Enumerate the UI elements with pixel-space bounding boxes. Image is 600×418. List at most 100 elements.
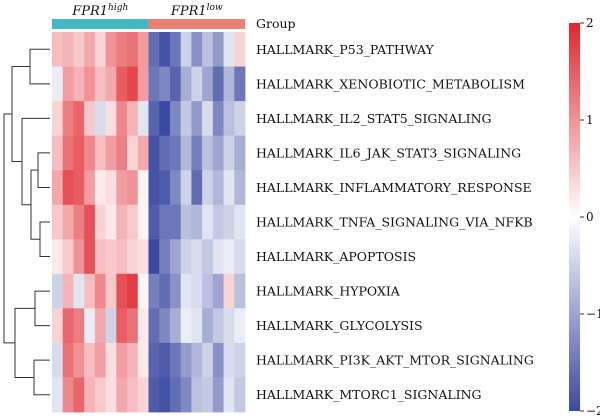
heatmap-cell-r1-c14	[202, 66, 214, 102]
heatmap-cell-r3-c2	[73, 135, 85, 171]
heatmap-cell-r10-c4	[94, 377, 107, 413]
heatmap-cell-r3-c5	[105, 135, 117, 171]
heatmap-cell-r0-c3	[84, 32, 96, 67]
heatmap-cell-r2-c11	[169, 101, 182, 137]
heatmap-cell-r0-c0	[52, 32, 64, 67]
heatmap-cell-r4-c5	[105, 170, 117, 206]
heatmap-cell-r7-c13	[191, 273, 203, 309]
heatmap-cell-r7-c8	[137, 273, 149, 309]
heatmap-cell-r4-c8	[137, 170, 149, 206]
heatmap-cell-r9-c3	[84, 342, 96, 378]
heatmap-cell-r6-c5	[105, 239, 117, 275]
heatmap-cell-r9-c6	[116, 342, 128, 378]
heatmap-cell-r9-c16	[223, 342, 235, 378]
heatmap-cell-r4-c0	[52, 170, 64, 206]
heatmap-cell-r9-c12	[180, 342, 192, 378]
heatmap-cell-r4-c13	[191, 170, 203, 206]
row-label-0: HALLMARK_P53_PATHWAY	[256, 42, 435, 57]
heatmap-cell-r9-c1	[62, 342, 74, 378]
heatmap-cell-r2-c8	[137, 101, 149, 137]
heatmap-cell-r5-c10	[159, 204, 171, 240]
heatmap-cell-r5-c9	[148, 204, 160, 240]
heatmap-cell-r10-c12	[180, 377, 192, 413]
heatmap-cell-r4-c17	[234, 170, 246, 206]
heatmap-cell-r1-c11	[169, 66, 182, 102]
heatmap-cell-r10-c15	[212, 377, 224, 413]
heatmap-cell-r0-c16	[223, 32, 235, 67]
heatmap-cell-r6-c10	[159, 239, 171, 275]
heatmap-cell-r4-c11	[169, 170, 182, 206]
heatmap-cell-r0-c2	[73, 32, 85, 67]
heatmap-cell-r4-c7	[127, 170, 139, 206]
heatmap-cell-r3-c1	[62, 135, 74, 171]
row-label-10: HALLMARK_MTORC1_SIGNALING	[256, 387, 482, 402]
heatmap-cell-r10-c3	[84, 377, 96, 413]
heatmap-cell-r8-c4	[94, 308, 107, 344]
row-label-2: HALLMARK_IL2_STAT5_SIGNALING	[256, 111, 492, 126]
heatmap-cell-r6-c6	[116, 239, 128, 275]
heatmap-cell-r0-c9	[148, 32, 160, 67]
heatmap-cell-r2-c15	[212, 101, 224, 137]
heatmap-cell-r3-c4	[94, 135, 107, 171]
heatmap-cell-r8-c2	[73, 308, 85, 344]
heatmap-cell-r7-c17	[234, 273, 246, 309]
heatmap-cell-r3-c10	[159, 135, 171, 171]
heatmap-cell-r10-c13	[191, 377, 203, 413]
heatmap-cell-r0-c12	[180, 32, 192, 67]
heatmap-cell-r6-c13	[191, 239, 203, 275]
heatmap-cell-r7-c3	[84, 273, 96, 309]
row-label-9: HALLMARK_PI3K_AKT_MTOR_SIGNALING	[256, 353, 534, 368]
heatmap-cell-r1-c13	[191, 66, 203, 102]
color-scale-legend: 2 1 0 −1 −2	[569, 16, 600, 418]
heatmap-cell-r8-c12	[180, 308, 192, 344]
heatmap-cell-r8-c3	[84, 308, 96, 344]
dendrogram-branch	[11, 66, 30, 163]
heatmap-cell-r10-c1	[62, 377, 74, 413]
heatmap-cell-r0-c4	[94, 32, 107, 67]
heatmap-cell-r10-c7	[127, 377, 139, 413]
heatmap-cell-r2-c7	[127, 101, 139, 137]
dendrogram-branch	[3, 113, 15, 344]
heatmap-cell-r2-c2	[73, 101, 85, 137]
group-annotation-0	[52, 19, 149, 29]
row-label-7: HALLMARK_HYPOXIA	[256, 284, 401, 299]
heatmap-cell-r8-c11	[169, 308, 182, 344]
heatmap-cell-r0-c7	[127, 32, 139, 67]
heatmap-cell-r9-c8	[137, 342, 149, 378]
heatmap-cell-r6-c8	[137, 239, 149, 275]
heatmap-cell-r8-c9	[148, 308, 160, 344]
heatmap-cell-r2-c0	[52, 101, 64, 137]
heatmap-cell-r2-c4	[94, 101, 107, 137]
heatmap-cell-r5-c11	[169, 204, 182, 240]
heatmap-cell-r8-c1	[62, 308, 74, 344]
heatmap-cell-r1-c2	[73, 66, 85, 102]
heatmap-cell-r9-c7	[127, 342, 139, 378]
heatmap-cell-r7-c9	[148, 273, 160, 309]
heatmap-cell-r0-c13	[191, 32, 203, 67]
heatmap-cell-r10-c11	[169, 377, 182, 413]
heatmap-cell-r3-c16	[223, 135, 235, 171]
heatmap-cell-r3-c14	[202, 135, 214, 171]
group-label-high-name: FPR1	[71, 4, 108, 19]
legend-tick-label-3: −1	[586, 307, 600, 321]
dendrogram-branch	[37, 152, 50, 188]
heatmap-cell-r5-c6	[116, 204, 128, 240]
heatmap-cell-r0-c15	[212, 32, 224, 67]
heatmap-cell-r8-c0	[52, 308, 64, 344]
heatmap-cell-r5-c2	[73, 204, 85, 240]
heatmap-cell-r10-c17	[234, 377, 246, 413]
heatmap-cell-r6-c9	[148, 239, 160, 275]
dendrogram-branch	[33, 359, 50, 396]
heatmap-cell-r9-c4	[94, 342, 107, 378]
heatmap-cell-r2-c12	[180, 101, 192, 137]
heatmap-cell-r10-c0	[52, 377, 64, 413]
heatmap-cell-r7-c7	[127, 273, 139, 309]
heatmap-cell-r1-c16	[223, 66, 235, 102]
heatmap-cell-r10-c14	[202, 377, 214, 413]
heatmap-cell-r4-c12	[180, 170, 192, 206]
group-annotation-bar	[52, 19, 245, 29]
heatmap-cell-r4-c14	[202, 170, 214, 206]
heatmap-cell-r8-c16	[223, 308, 235, 344]
heatmap-cell-r2-c5	[105, 101, 117, 137]
heatmap-cell-r5-c0	[52, 204, 64, 240]
